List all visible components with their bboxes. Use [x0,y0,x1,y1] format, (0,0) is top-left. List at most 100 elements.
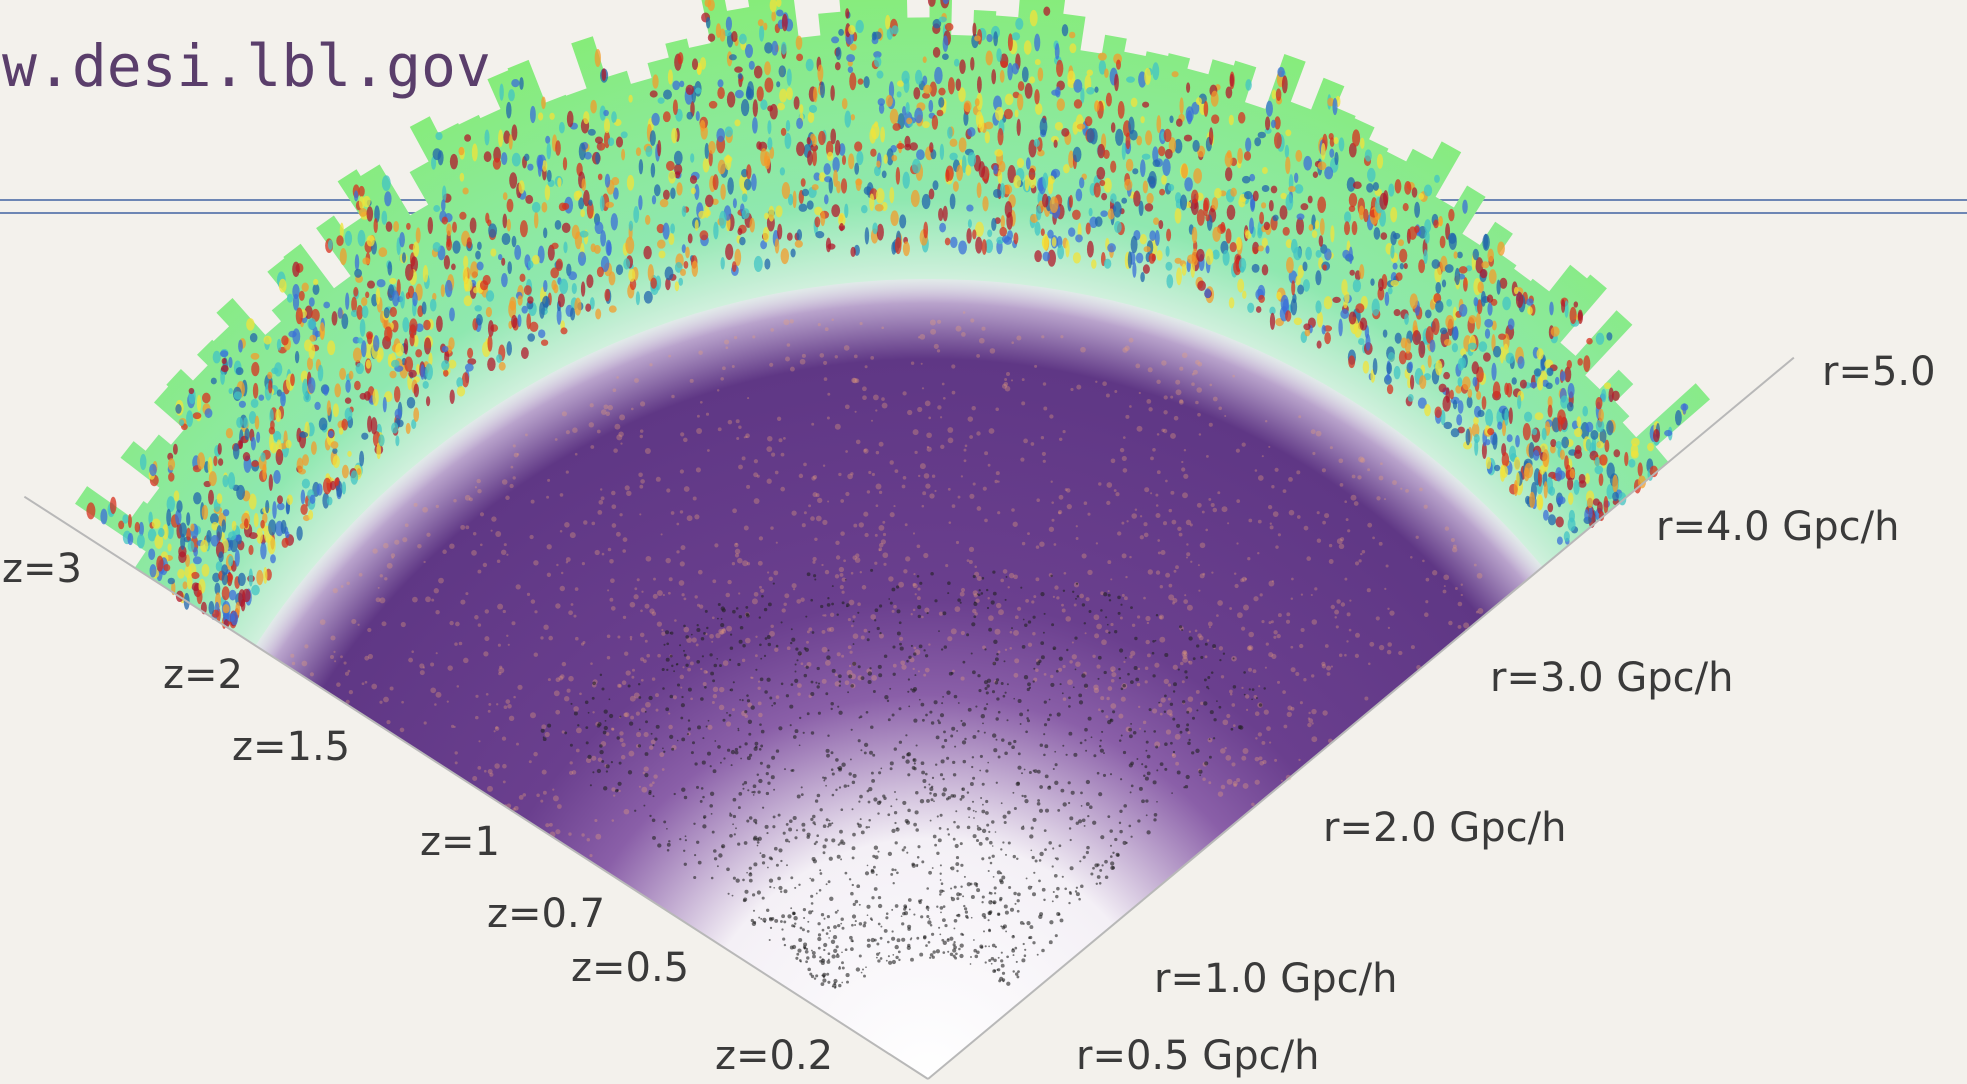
filament-dot [1457,624,1462,629]
galaxy-dot [965,164,972,176]
filament-dot [1444,526,1450,531]
galaxy-point [793,916,798,921]
galaxy-dot [716,128,726,143]
galaxy-point [896,631,901,636]
filament-dot [672,695,677,700]
galaxy-dot [836,180,841,194]
filament-dot [611,490,616,496]
galaxy-point [939,893,942,896]
galaxy-point [800,786,803,789]
filament-dot [1062,697,1067,701]
galaxy-point [818,889,822,892]
galaxy-point [847,784,850,787]
filament-dot [1233,572,1237,575]
galaxy-dot [1559,449,1565,460]
galaxy-point [1151,651,1155,655]
filament-dot [613,794,616,797]
filament-dot [1259,593,1263,597]
galaxy-point [976,950,980,955]
filament-dot [686,637,692,643]
galaxy-dot [570,307,576,321]
galaxy-dot [607,137,615,147]
galaxy-point [1154,639,1157,642]
filament-dot [1058,494,1064,500]
galaxy-point [997,755,1001,759]
galaxy-point [1137,819,1141,823]
galaxy-dot [891,25,899,35]
filament-dot [1157,551,1161,555]
galaxy-point [827,880,831,884]
galaxy-point [752,790,756,794]
galaxy-point [868,630,871,633]
galaxy-point [988,945,990,948]
galaxy-point [838,684,841,687]
galaxy-dot [1493,464,1501,472]
filament-dot [800,597,805,602]
galaxy-dot [1047,249,1057,267]
galaxy-point [806,930,810,933]
filament-dot [477,569,482,574]
galaxy-dot [1423,249,1428,264]
galaxy-point [992,570,996,574]
galaxy-dot [1466,396,1473,409]
galaxy-point [1102,773,1107,777]
filament-dot [1005,371,1011,377]
filament-dot [878,542,884,548]
galaxy-dot [1252,241,1260,255]
filament-dot [1014,658,1020,664]
galaxy-dot [148,511,153,526]
galaxy-point [704,609,708,613]
galaxy-dot [334,383,341,398]
galaxy-dot [595,308,602,320]
galaxy-dot [610,213,618,231]
galaxy-dot [1499,277,1508,289]
galaxy-point [1156,800,1158,803]
filament-dot [1324,513,1330,519]
galaxy-dot [823,163,831,175]
galaxy-point [928,783,931,786]
filament-dot [1276,680,1281,684]
galaxy-point [925,713,928,717]
filament-dot [1385,564,1389,568]
galaxy-dot [1135,252,1144,264]
galaxy-point [802,828,806,832]
galaxy-dot [544,184,551,201]
filament-dot [611,819,615,822]
galaxy-dot [1094,100,1100,112]
filament-dot [778,438,783,443]
filament-dot [1306,556,1312,561]
galaxy-dot [664,266,674,281]
galaxy-dot [250,352,260,360]
galaxy-dot [752,116,758,134]
galaxy-dot [1013,175,1022,189]
galaxy-dot [1307,195,1313,204]
filament-dot [917,406,923,413]
filament-dot [1259,761,1264,766]
galaxy-dot [1257,245,1264,252]
galaxy-point [1112,851,1115,854]
galaxy-point [1004,691,1007,694]
filament-dot [862,386,867,392]
galaxy-dot [1487,302,1493,316]
galaxy-dot [1388,183,1395,197]
filament-dot [998,609,1004,616]
filament-dot [660,533,663,536]
galaxy-dot [351,296,358,313]
galaxy-dot [1431,259,1440,269]
galaxy-point [694,762,698,766]
galaxy-dot [1184,177,1193,192]
galaxy-point [722,718,726,722]
galaxy-dot [1054,121,1063,131]
galaxy-dot [1166,274,1174,289]
galaxy-dot [1017,93,1024,111]
galaxy-point [1171,792,1173,794]
galaxy-dot [850,114,856,121]
galaxy-dot [162,524,169,540]
galaxy-dot [1578,480,1587,488]
galaxy-dot [694,87,702,94]
galaxy-point [979,754,983,758]
galaxy-point [823,948,826,952]
galaxy-dot [839,222,844,232]
galaxy-point [681,787,686,792]
filament-dot [1271,485,1275,489]
